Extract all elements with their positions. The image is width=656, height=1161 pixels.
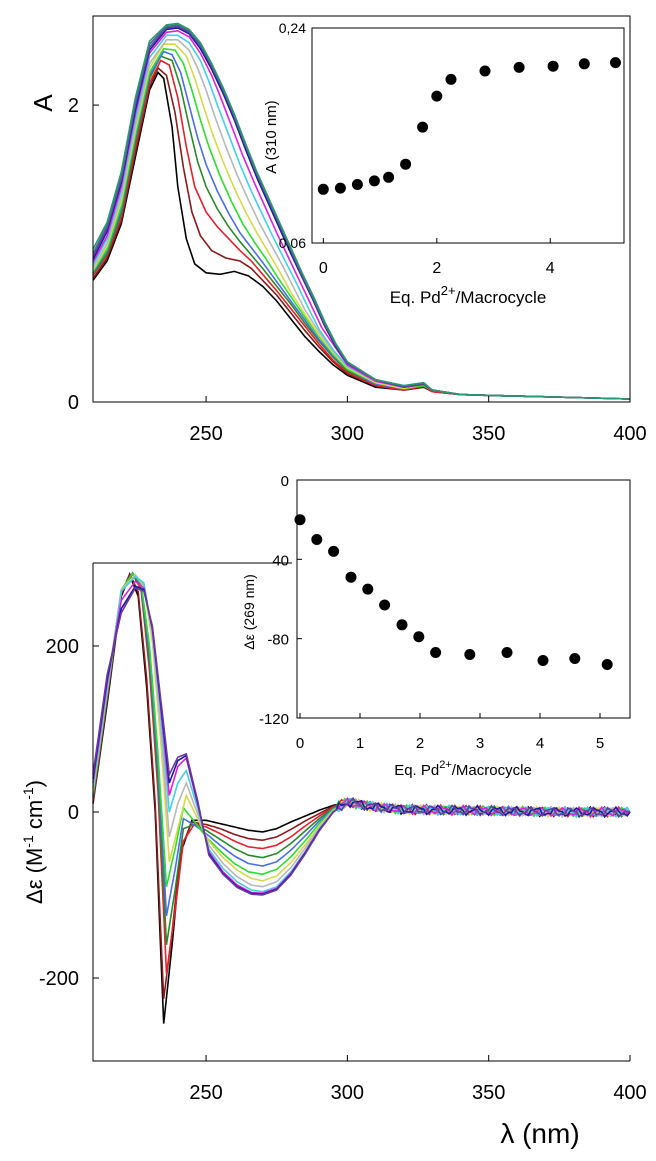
top-inset-y-tick-label: 0,24 [279, 20, 306, 36]
top-inset-data-point [334, 182, 346, 194]
bottom-inset-xlabel-tail: /Macrocycle [452, 762, 532, 779]
top-axes: 250 300 350 400 0 2 [68, 95, 647, 445]
top-inset-xlabel-tail: /Macrocycle [456, 288, 547, 307]
top-inset-x-axis-label: Eq. Pd2+/Macrocycle [390, 283, 547, 307]
top-inset-x-tick-label: 4 [546, 260, 555, 277]
bottom-inset-x-tick-label: 5 [596, 735, 604, 752]
bottom-inset-xlabel-main: Eq. Pd [394, 762, 439, 779]
bottom-x-tick-label: 300 [331, 1082, 364, 1104]
bottom-inset-data-point [294, 514, 306, 526]
bottom-inset-data-point [379, 599, 391, 611]
top-inset-chart: 0 2 4 0,06 0,24 Eq. Pd2+/Macrocycle A (310 n… [263, 20, 625, 307]
bottom-inset-data-point [311, 534, 323, 545]
top-x-tick-label: 400 [613, 423, 646, 445]
cd-line-10 [92, 585, 631, 896]
bottom-inset-data-point [601, 659, 613, 670]
bottom-inset-data-point [396, 619, 408, 631]
bottom-inset-data-point [501, 647, 513, 658]
top-inset-x-tick-label: 2 [432, 260, 441, 277]
top-y-tick-label: 2 [68, 95, 79, 117]
bottom-inset-points [294, 514, 613, 670]
top-inset-xlabel-main: Eq. Pd [390, 288, 441, 307]
bottom-inset-chart: 0 1 2 3 4 5 0 40 -80 -120 Eq. Pd2+/Macrocycle Δε … [241, 473, 631, 779]
bottom-x-tick-label: 400 [613, 1082, 646, 1104]
bottom-x-axis-label: λ (nm) [500, 1118, 579, 1149]
bottom-inset-x-tick-label: 4 [536, 735, 544, 752]
top-inset-data-point [610, 57, 621, 69]
top-inset-points [317, 57, 621, 195]
top-inset-data-point [317, 183, 329, 195]
bottom-plot-frame [92, 563, 630, 1062]
top-inset-data-point [431, 90, 443, 102]
bottom-y-tick-label: 0 [68, 802, 79, 824]
bottom-inset-y-tick-label: -80 [267, 632, 289, 649]
top-inset-data-point [400, 158, 412, 170]
bottom-ylabel-sup1: -1 [20, 835, 36, 848]
bottom-x-tick-label: 350 [472, 1082, 505, 1104]
bottom-inset-y-axis-label: Δε (269 nm) [241, 574, 257, 650]
bottom-inset-data-point [413, 631, 425, 643]
bottom-inset-data-point [464, 649, 476, 660]
top-inset-data-point [479, 65, 491, 77]
absorbance-series-lines [92, 22, 631, 400]
bottom-inset-y-tick-label: -120 [259, 711, 289, 728]
bottom-inset-x-tick-label: 0 [296, 735, 304, 752]
top-inset-data-point [383, 171, 395, 183]
absorbance-line-1 [92, 66, 631, 400]
bottom-inset-x-tick-label: 1 [356, 735, 364, 752]
top-inset-data-point [445, 73, 457, 85]
top-absorbance-chart: 250 300 350 400 0 2 A [28, 15, 647, 445]
bottom-y-axis-label: Δε (M-1 cm-1) [20, 780, 47, 904]
cd-line-11 [92, 586, 631, 896]
bottom-ylabel-mid: cm [22, 800, 47, 835]
bottom-ylabel-tail: ) [22, 780, 47, 787]
top-inset-frame [311, 27, 625, 244]
top-x-tick-label: 250 [189, 423, 222, 445]
bottom-inset-data-point [362, 583, 374, 595]
bottom-ylabel-main: Δε (M [22, 848, 47, 904]
bottom-inset-frame [296, 479, 631, 719]
bottom-inset-x-tick-label: 3 [476, 735, 484, 752]
bottom-x-tick-label: 250 [189, 1082, 222, 1104]
bottom-inset-data-point [537, 655, 549, 666]
top-x-tick-label: 350 [472, 423, 505, 445]
top-inset-data-point [351, 179, 363, 190]
top-inset-axes: 0 2 4 0,06 0,24 [279, 20, 555, 277]
bottom-y-tick-label: -200 [39, 968, 79, 990]
absorbance-line-13 [92, 22, 631, 400]
top-inset-data-point [513, 61, 525, 73]
cd-line-8 [92, 575, 631, 893]
top-plot-frame [92, 15, 631, 403]
bottom-inset-axes: 0 1 2 3 4 5 0 40 -80 -120 [259, 473, 604, 752]
absorbance-line-5 [92, 47, 631, 400]
bottom-inset-x-axis-label: Eq. Pd2+/Macrocycle [394, 759, 532, 779]
top-y-axis-label: A [28, 94, 58, 112]
bottom-inset-xlabel-sup: 2+ [439, 759, 452, 771]
bottom-inset-data-point [328, 545, 340, 557]
bottom-y-tick-label: 200 [46, 636, 79, 658]
bottom-inset-data-point [430, 647, 442, 658]
top-inset-data-point [547, 60, 559, 72]
top-inset-y-tick-label: 0,06 [279, 235, 306, 251]
top-inset-data-point [578, 58, 590, 70]
top-inset-data-point [368, 175, 380, 187]
top-inset-x-tick-label: 0 [319, 260, 328, 277]
bottom-ylabel-sup2: -1 [20, 787, 36, 800]
top-inset-data-point [417, 121, 429, 133]
top-x-tick-label: 300 [331, 423, 364, 445]
bottom-inset-data-point [345, 571, 357, 583]
cd-series-lines [92, 571, 631, 1024]
bottom-inset-y-tick-label: 0 [281, 473, 289, 490]
bottom-inset-data-point [569, 653, 581, 664]
top-y-tick-label: 0 [68, 392, 79, 414]
top-inset-y-axis-label: A (310 nm) [263, 100, 280, 173]
bottom-inset-x-tick-label: 2 [416, 735, 424, 752]
top-inset-xlabel-sup: 2+ [441, 283, 456, 298]
bottom-inset-y-tick-label: 40 [272, 552, 289, 569]
